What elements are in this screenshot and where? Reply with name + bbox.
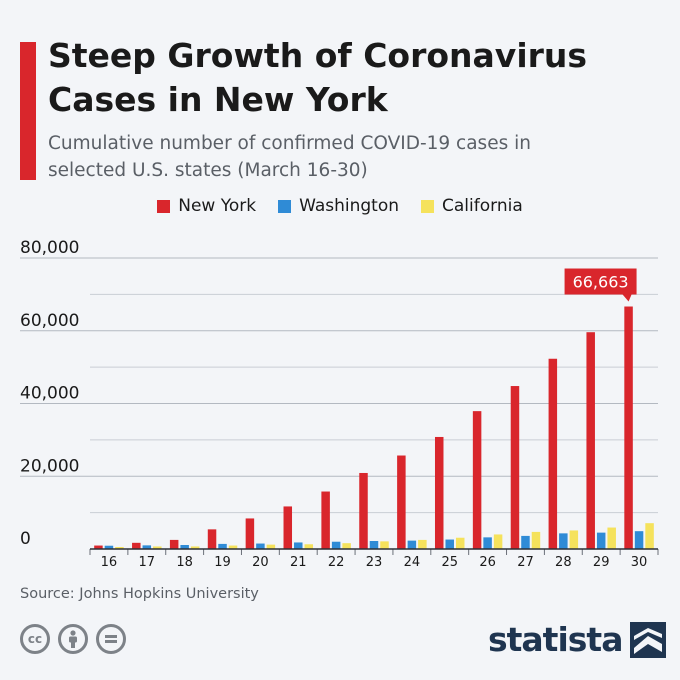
x-tick-label: 22 <box>328 555 345 570</box>
bar-california <box>115 546 124 549</box>
license-icons: cc <box>20 624 126 654</box>
bar-new-york <box>245 518 255 549</box>
y-tick-label: 60,000 <box>20 311 79 331</box>
bar-washington <box>294 542 303 549</box>
legend-item-new-york: New York <box>157 196 256 216</box>
bar-california <box>569 530 579 549</box>
statista-logo[interactable]: statista <box>488 620 667 659</box>
source-note: Source: Johns Hopkins University <box>20 586 259 602</box>
x-tick-label: 26 <box>479 555 496 570</box>
bar-washington <box>634 531 644 549</box>
bar-california <box>645 523 654 549</box>
bar-washington <box>521 535 530 549</box>
bar-new-york <box>472 411 482 549</box>
y-tick-label: 80,000 <box>20 238 79 258</box>
legend-swatch <box>421 199 435 213</box>
bar-new-york <box>207 529 217 549</box>
x-tick-label: 28 <box>555 555 572 570</box>
title-accent-bar <box>20 42 36 180</box>
bar-california <box>342 543 351 549</box>
brand-name: statista <box>488 620 623 659</box>
x-tick-label: 21 <box>290 555 307 570</box>
legend-label: New York <box>178 196 257 216</box>
bar-new-york <box>548 358 558 549</box>
chart-subtitle: Cumulative number of confirmed COVID-19 … <box>48 133 531 181</box>
bar-california <box>228 545 238 549</box>
bar-california <box>418 539 427 549</box>
bar-california <box>531 531 541 549</box>
legend-swatch <box>157 199 171 213</box>
y-tick-label: 0 <box>20 529 31 549</box>
bar-new-york <box>94 545 103 549</box>
bar-new-york <box>434 436 444 549</box>
bar-california <box>607 527 616 549</box>
x-tick-label: 16 <box>101 555 118 570</box>
bar-washington <box>104 545 114 549</box>
y-tick-label: 20,000 <box>20 456 79 476</box>
bar-washington <box>331 541 341 549</box>
legend: New York Washington California <box>0 196 680 216</box>
bar-new-york <box>283 506 293 549</box>
x-tick-label: 25 <box>441 555 458 570</box>
attribution-icon[interactable] <box>58 624 88 654</box>
legend-item-washington: Washington <box>278 196 399 216</box>
x-tick-label: 23 <box>366 555 383 570</box>
legend-swatch <box>278 199 292 213</box>
bar-washington <box>483 537 492 549</box>
bar-california <box>493 534 503 549</box>
bar-california <box>380 541 389 549</box>
annotation-label: 66,663 <box>573 273 629 292</box>
x-tick-label: 27 <box>517 555 534 570</box>
bar-washington <box>596 532 606 549</box>
bar-washington <box>369 540 379 549</box>
bar-washington <box>407 540 417 549</box>
x-tick-label: 29 <box>593 555 610 570</box>
bar-california <box>304 544 314 549</box>
legend-label: Washington <box>299 196 400 216</box>
annotation-box <box>564 268 637 295</box>
bar-new-york <box>321 491 330 549</box>
bar-washington <box>180 544 189 549</box>
bar-california <box>455 537 465 549</box>
x-tick-label: 17 <box>139 555 156 570</box>
legend-label: California <box>442 196 523 216</box>
legend-item-california: California <box>421 196 523 216</box>
bar-washington <box>142 545 152 549</box>
bar-new-york <box>359 472 368 549</box>
bar-washington <box>218 543 227 549</box>
bar-new-york <box>510 386 520 549</box>
bar-washington <box>559 533 568 549</box>
bar-washington <box>256 543 265 549</box>
bar-new-york <box>624 306 633 549</box>
x-tick-label: 19 <box>214 555 231 570</box>
x-tick-label: 24 <box>404 555 421 570</box>
bar-new-york <box>132 542 141 549</box>
bar-california <box>153 546 162 549</box>
bar-california <box>190 546 200 549</box>
x-tick-label: 18 <box>176 555 193 570</box>
bar-california <box>266 544 276 549</box>
creative-commons-icon[interactable]: cc <box>20 624 50 654</box>
bar-chart: 0 20,000 40,000 60,000 80,000 16 17 18 19 20 21 22 2… <box>20 238 659 570</box>
bar-new-york <box>169 539 179 549</box>
chart-title: Steep Growth of Coronavirus Cases in New… <box>48 36 588 119</box>
bar-new-york <box>586 332 595 549</box>
bar-new-york <box>397 455 406 549</box>
y-tick-label: 40,000 <box>20 384 79 404</box>
bar-washington <box>445 539 454 549</box>
no-derivatives-icon[interactable] <box>96 624 126 654</box>
annotation-pointer <box>622 294 632 302</box>
x-tick-label: 20 <box>252 555 269 570</box>
x-tick-label: 30 <box>631 555 648 570</box>
statista-mark-icon <box>630 621 667 658</box>
